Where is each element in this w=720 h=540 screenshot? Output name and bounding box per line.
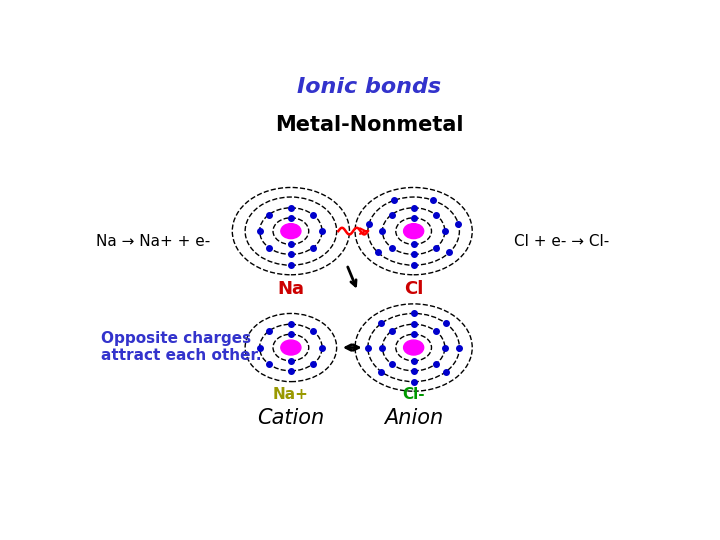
Text: Na: Na bbox=[277, 280, 305, 298]
Text: Opposite charges
attract each other.: Opposite charges attract each other. bbox=[101, 331, 261, 363]
Text: Cl: Cl bbox=[404, 280, 423, 298]
Text: Cation: Cation bbox=[257, 408, 325, 428]
Circle shape bbox=[281, 224, 301, 239]
Circle shape bbox=[281, 340, 301, 355]
Circle shape bbox=[404, 224, 423, 239]
Circle shape bbox=[404, 340, 423, 355]
Text: Ionic bonds: Ionic bonds bbox=[297, 77, 441, 97]
Text: Cl + e- → Cl-: Cl + e- → Cl- bbox=[514, 234, 609, 249]
Text: Na → Na+ + e-: Na → Na+ + e- bbox=[96, 234, 210, 249]
Text: Cl-: Cl- bbox=[402, 387, 425, 402]
Text: Anion: Anion bbox=[384, 408, 444, 428]
Text: Metal-Nonmetal: Metal-Nonmetal bbox=[275, 114, 463, 134]
Text: Na+: Na+ bbox=[273, 387, 309, 402]
